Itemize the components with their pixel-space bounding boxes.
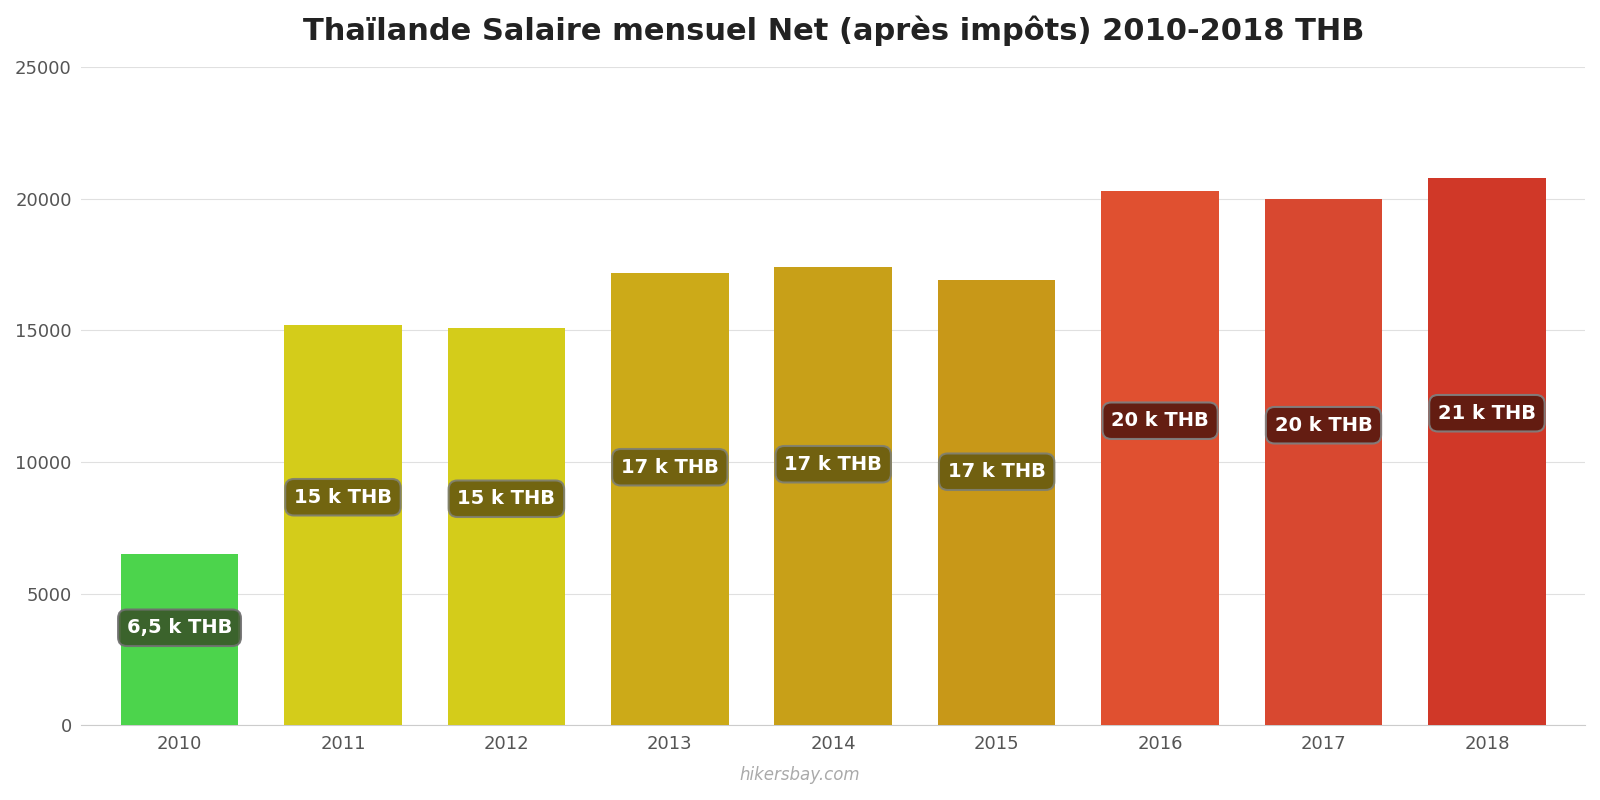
Bar [448, 328, 565, 726]
Text: 20 k THB: 20 k THB [1112, 411, 1210, 430]
Text: hikersbay.com: hikersbay.com [739, 766, 861, 784]
Text: 15 k THB: 15 k THB [458, 490, 555, 508]
Text: 17 k THB: 17 k THB [947, 462, 1046, 482]
Bar [611, 273, 728, 726]
Bar [120, 554, 238, 726]
Text: 6,5 k THB: 6,5 k THB [126, 618, 232, 638]
Title: Thaïlande Salaire mensuel Net (après impôts) 2010-2018 THB: Thaïlande Salaire mensuel Net (après imp… [302, 15, 1363, 46]
Bar [938, 281, 1056, 726]
Text: 20 k THB: 20 k THB [1275, 416, 1373, 434]
Bar [285, 326, 402, 726]
Text: 17 k THB: 17 k THB [784, 454, 882, 474]
Text: 21 k THB: 21 k THB [1438, 404, 1536, 422]
Bar [1264, 199, 1382, 726]
Text: 17 k THB: 17 k THB [621, 458, 718, 477]
Bar [774, 267, 893, 726]
Text: 15 k THB: 15 k THB [294, 488, 392, 506]
Bar [1429, 178, 1546, 726]
Bar [1101, 191, 1219, 726]
